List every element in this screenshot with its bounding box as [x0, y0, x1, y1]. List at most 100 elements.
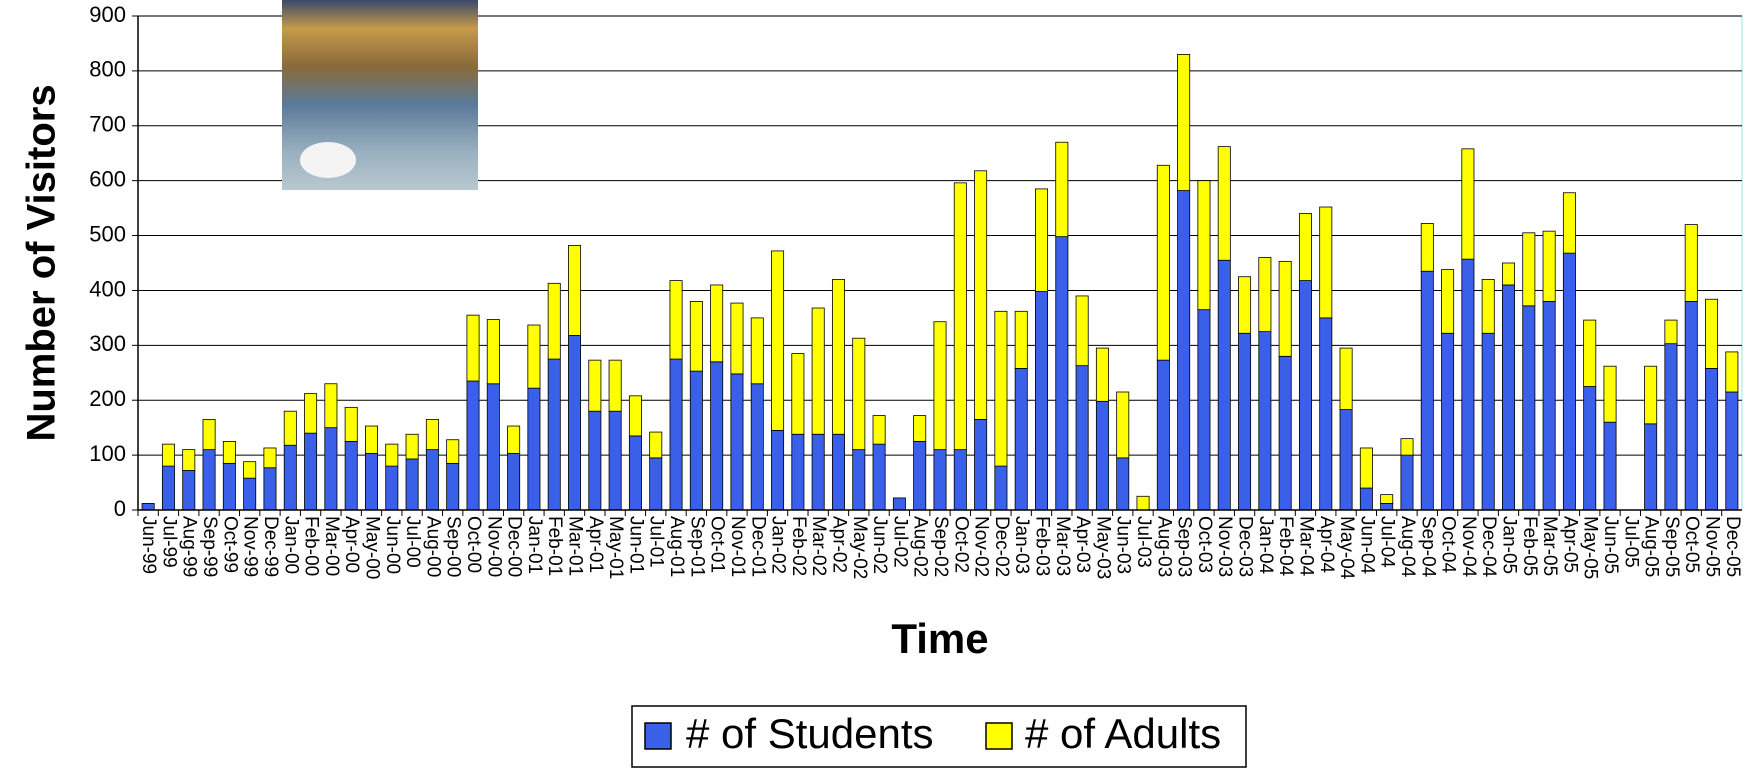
bar-segment — [1644, 365, 1658, 425]
x-tick-label: Jul-00 — [402, 516, 423, 568]
bar-segment — [1238, 276, 1252, 334]
bar-segment — [1339, 347, 1353, 410]
bar-segment — [1055, 236, 1069, 511]
x-tick-label: Nov-00 — [483, 516, 504, 577]
x-tick-label: Aug-00 — [422, 516, 443, 577]
x-tick-label: Oct-05 — [1681, 516, 1702, 573]
bar-segment — [974, 170, 988, 420]
bar-segment — [689, 370, 703, 511]
bar-segment — [1238, 332, 1252, 511]
x-tick-label: Apr-05 — [1559, 516, 1580, 573]
y-tick-label: 0 — [114, 496, 126, 521]
bar-segment — [1095, 400, 1109, 511]
x-tick-label: Jun-01 — [625, 516, 646, 574]
bar-segment — [365, 425, 378, 454]
bar-segment — [486, 319, 500, 385]
bar-segment — [1217, 146, 1231, 261]
bar-segment — [831, 279, 845, 435]
x-tick-label: May-01 — [605, 516, 626, 579]
x-tick-label: Jun-04 — [1356, 516, 1377, 575]
bar-segment — [994, 465, 1008, 511]
bar-segment — [486, 383, 500, 511]
bar-segment — [1603, 365, 1617, 423]
bar-segment — [1197, 309, 1211, 511]
bar-segment — [689, 301, 703, 372]
bar-segment — [1603, 421, 1617, 511]
bar-segment — [608, 410, 622, 511]
bar-segment — [1725, 391, 1739, 511]
bar-segment — [791, 433, 805, 511]
bar-segment — [141, 503, 155, 511]
x-tick-label: Mar-05 — [1539, 516, 1560, 576]
bar-segment — [669, 280, 683, 360]
y-tick-label: 400 — [89, 276, 126, 301]
bar-segment — [1420, 270, 1434, 511]
x-tick-label: Feb-02 — [788, 516, 809, 576]
x-tick-label: Aug-99 — [179, 516, 200, 577]
bar-segment — [669, 358, 683, 511]
bar-segment — [628, 395, 642, 437]
x-tick-label: Apr-02 — [828, 516, 849, 573]
bar-segment — [892, 497, 906, 511]
bar-segment — [385, 443, 399, 467]
bar-segment — [811, 307, 825, 435]
x-tick-label: Aug-04 — [1397, 516, 1418, 578]
bar-segment — [1055, 141, 1069, 238]
x-axis-title: Time — [891, 615, 988, 662]
bar-segment — [1461, 148, 1475, 260]
bar-segment — [933, 449, 947, 511]
bar-segment — [953, 182, 967, 451]
bar-segment — [974, 419, 988, 511]
bar-segment — [750, 383, 764, 511]
bar-segment — [953, 449, 967, 511]
x-tick-label: Jun-00 — [382, 516, 403, 574]
bar-segment — [1481, 332, 1495, 511]
bar-segment — [1502, 284, 1515, 511]
bar-segment — [588, 410, 602, 511]
bar-segment — [1502, 262, 1515, 286]
bar-segment — [344, 440, 358, 511]
bar-segment — [1400, 438, 1414, 456]
bar-segment — [446, 439, 460, 464]
x-tick-label: Oct-01 — [707, 516, 728, 573]
x-tick-label: Aug-05 — [1641, 516, 1662, 577]
bar-segment — [710, 361, 724, 511]
bar-segment — [1380, 494, 1394, 504]
bar-segment — [263, 447, 277, 469]
bar-segment — [304, 393, 318, 434]
x-tick-label: Jul-04 — [1377, 516, 1398, 568]
x-tick-label: Mar-02 — [808, 516, 829, 576]
bar-segment — [263, 467, 277, 511]
x-tick-label: Dec-04 — [1478, 516, 1499, 578]
bar-segment — [304, 432, 318, 511]
x-tick-label: Jan-04 — [1255, 516, 1276, 575]
x-tick-label: Aug-03 — [1153, 516, 1174, 577]
bar-segment — [710, 284, 724, 363]
x-tick-label: Jun-05 — [1600, 516, 1621, 574]
legend-label: # of Students — [686, 710, 934, 757]
bar-segment — [182, 470, 196, 511]
bar-segment — [1522, 232, 1536, 307]
bar-segment — [507, 453, 521, 511]
bar-segment — [588, 359, 602, 412]
bar-segment — [1542, 301, 1556, 511]
legend: # of Students # of Adults — [631, 705, 1247, 768]
x-tick-label: Oct-03 — [1194, 516, 1215, 573]
x-tick-label: Feb-05 — [1519, 516, 1540, 576]
bar-segment — [527, 324, 541, 389]
bar-segment — [1197, 180, 1211, 311]
bar-segment — [1298, 213, 1312, 281]
x-tick-label: Jan-01 — [524, 516, 545, 574]
bar-segment — [1644, 423, 1658, 511]
bar-segment — [1319, 206, 1333, 319]
x-tick-label: Feb-03 — [1032, 516, 1053, 576]
y-tick-label: 700 — [89, 112, 126, 137]
bar-segment — [1035, 291, 1049, 511]
x-tick-label: Jun-02 — [869, 516, 890, 574]
bar-segment — [365, 453, 378, 511]
x-tick-label: Mar-03 — [1052, 516, 1073, 576]
bar-segment — [771, 250, 785, 431]
x-tick-label: Jul-99 — [158, 516, 179, 568]
y-tick-label: 300 — [89, 331, 126, 356]
